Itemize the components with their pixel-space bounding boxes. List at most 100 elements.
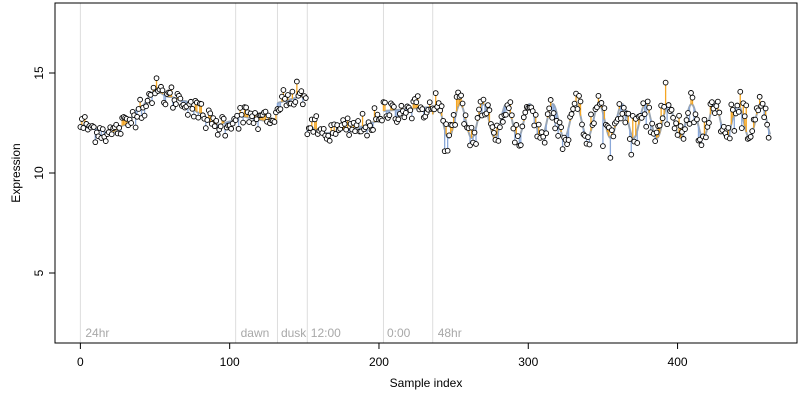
data-point [462, 112, 469, 119]
data-point [676, 112, 682, 119]
data-point [252, 110, 258, 116]
data-point [450, 112, 457, 118]
data-point [294, 78, 300, 85]
data-point [688, 90, 694, 96]
plot-background [55, 3, 797, 343]
data-point [386, 112, 393, 119]
phase-labels: 24hr dawn dusk 12:00 0:00 48hr [85, 326, 461, 340]
data-point [664, 121, 670, 128]
data-point [586, 141, 593, 148]
data-point [255, 126, 261, 132]
data-point [622, 119, 629, 126]
data-point [302, 95, 309, 101]
x-tick-label: 0 [77, 355, 84, 369]
data-point [549, 114, 556, 121]
data-point [674, 132, 681, 138]
data-point [734, 102, 741, 109]
data-point [344, 115, 351, 122]
data-point [519, 123, 526, 130]
data-point [607, 155, 614, 161]
data-point [304, 131, 311, 138]
data-point [500, 119, 506, 125]
data-point [544, 111, 551, 117]
data-point [292, 99, 299, 105]
data-point [541, 139, 548, 146]
data-point [725, 125, 732, 131]
data-point [426, 99, 433, 106]
data-point [189, 105, 196, 112]
data-point [652, 138, 659, 144]
data-point [486, 107, 493, 113]
data-point [565, 137, 572, 143]
data-points-layer [77, 75, 772, 161]
data-point [188, 98, 194, 105]
phase-label: 24hr [85, 326, 109, 340]
data-point [228, 125, 235, 132]
data-point [510, 125, 517, 132]
data-point [653, 129, 660, 136]
data-point [299, 101, 306, 108]
data-point [177, 95, 184, 102]
data-point [761, 114, 768, 121]
data-point [495, 138, 502, 144]
data-point [211, 123, 218, 130]
phase-label: 0:00 [387, 326, 411, 340]
data-point [698, 142, 705, 149]
data-point [550, 110, 557, 116]
data-point [170, 104, 176, 111]
x-axis-title: Sample index [390, 376, 463, 390]
data-point [641, 111, 648, 117]
data-point [461, 121, 467, 127]
data-point [326, 137, 333, 144]
data-point [265, 112, 272, 119]
data-point [520, 114, 527, 121]
phase-boundaries [79, 3, 434, 343]
data-point [443, 121, 450, 127]
data-point [102, 138, 109, 144]
data-point [238, 111, 245, 118]
data-point [459, 100, 466, 107]
data-point [522, 109, 529, 116]
data-point [262, 108, 269, 115]
data-point [716, 109, 723, 116]
data-point [543, 130, 550, 137]
data-point [682, 126, 688, 132]
phase-label: 12:00 [311, 326, 341, 340]
data-point [644, 98, 651, 105]
data-point [508, 112, 515, 119]
data-point [759, 100, 766, 107]
data-point [90, 124, 97, 130]
data-point [715, 98, 721, 105]
data-point [503, 111, 509, 118]
data-point [735, 108, 742, 115]
data-point [529, 108, 536, 114]
data-point [616, 101, 623, 107]
data-point [452, 122, 458, 128]
data-point [577, 98, 584, 105]
data-point [552, 125, 558, 132]
data-point [728, 101, 735, 108]
data-point [535, 121, 542, 128]
data-point [626, 136, 633, 142]
data-point [153, 75, 160, 82]
y-tick-label: 15 [32, 66, 46, 80]
data-point [379, 117, 385, 124]
data-point [246, 119, 252, 125]
data-point [491, 129, 497, 136]
data-point [271, 119, 278, 125]
data-point [207, 110, 214, 117]
data-point [649, 120, 656, 127]
data-point [250, 120, 257, 126]
data-point [128, 120, 134, 126]
y-tick-label: 10 [32, 166, 46, 180]
data-point [720, 123, 727, 130]
data-point [712, 110, 718, 116]
x-tick-label: 400 [668, 355, 688, 369]
data-point [168, 84, 175, 91]
data-point [438, 103, 445, 109]
data-point [173, 101, 179, 107]
phase-label: 48hr [438, 326, 462, 340]
data-point [99, 126, 106, 132]
data-point [282, 95, 288, 102]
